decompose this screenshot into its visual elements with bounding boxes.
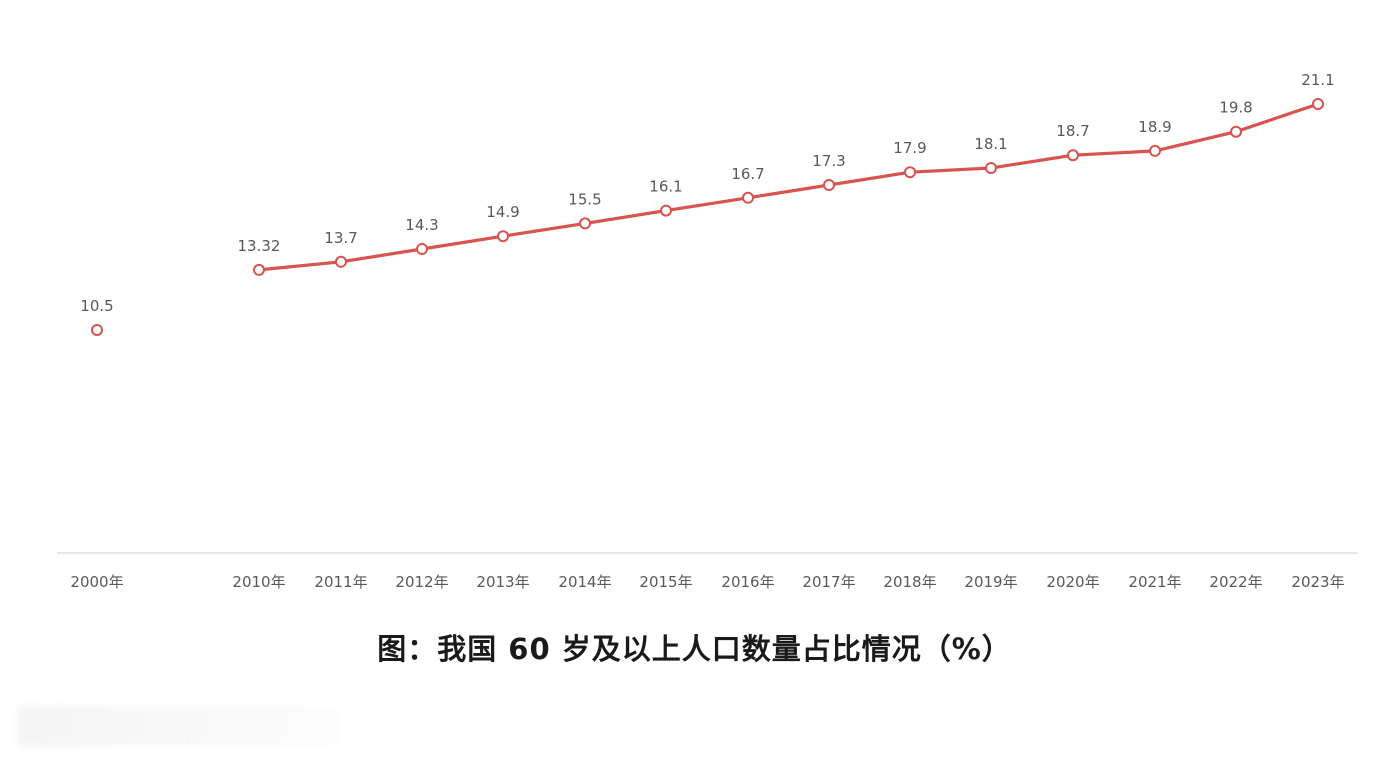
data-label: 13.32 xyxy=(238,237,281,255)
data-point xyxy=(823,179,835,191)
data-label: 21.1 xyxy=(1301,71,1334,89)
data-point xyxy=(742,191,754,204)
data-label: 17.9 xyxy=(893,139,926,157)
data-point xyxy=(660,204,672,217)
x-tick-label: 2021年 xyxy=(1128,573,1181,591)
x-tick-label: 2013年 xyxy=(476,573,529,591)
data-point xyxy=(904,166,916,179)
data-label: 18.7 xyxy=(1056,122,1089,140)
series-layer: 10.5 13.32 13.7 14.3 14.9 15.5 16.1 16.7 17.3 17.… xyxy=(80,71,1335,336)
x-tick-label: 2011年 xyxy=(314,573,367,591)
data-point xyxy=(253,263,265,276)
data-label: 19.8 xyxy=(1219,99,1252,117)
x-tick-label: 2023年 xyxy=(1291,573,1344,591)
x-tick-label: 2010年 xyxy=(232,573,285,591)
x-tick-label: 2022年 xyxy=(1209,573,1262,591)
data-point xyxy=(497,230,509,243)
data-label: 18.1 xyxy=(974,135,1007,153)
data-point xyxy=(91,324,103,336)
data-label: 10.5 xyxy=(80,297,113,315)
data-point xyxy=(1230,125,1242,138)
data-label: 17.3 xyxy=(812,152,845,170)
x-tick-label: 2016年 xyxy=(721,573,774,591)
data-label: 14.3 xyxy=(405,216,438,234)
x-tick-label: 2017年 xyxy=(802,573,855,591)
blurred-watermark xyxy=(18,706,336,746)
x-tick-label: 2020年 xyxy=(1046,573,1099,591)
x-tick-label: 2019年 xyxy=(964,573,1017,591)
data-label: 16.1 xyxy=(649,178,682,196)
tick-labels: 2000年 2010年 2011年 2012年 2013年 2014年 2015年 2016年… xyxy=(70,573,1344,591)
x-tick-label: 2014年 xyxy=(558,573,611,591)
chart-caption: 图：我国 60 岁及以上人口数量占比情况（%） xyxy=(377,632,1012,666)
data-point xyxy=(416,243,428,255)
data-point xyxy=(1149,144,1161,157)
x-tick-label: 2012年 xyxy=(395,573,448,591)
data-label: 13.7 xyxy=(324,229,357,247)
data-label: 15.5 xyxy=(568,190,601,208)
data-point xyxy=(579,217,591,230)
data-label: 16.7 xyxy=(731,165,764,183)
data-point xyxy=(985,162,997,174)
series-line xyxy=(257,102,1320,272)
data-point xyxy=(1312,98,1324,110)
data-label: 14.9 xyxy=(486,203,519,221)
data-label: 18.9 xyxy=(1138,118,1171,136)
x-tick-label: 2018年 xyxy=(883,573,936,591)
x-tick-label: 2015年 xyxy=(639,573,692,591)
x-tick-label: 2000年 xyxy=(70,573,123,591)
data-point xyxy=(335,255,347,268)
data-point xyxy=(1067,149,1079,162)
